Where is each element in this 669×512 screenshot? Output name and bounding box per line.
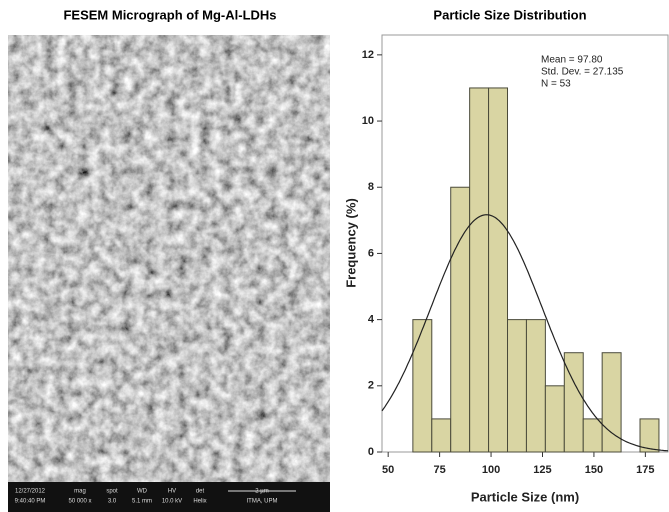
info-bar-text: 12/27/2012 9:40:40 PM mag 50 000 x spot 3.0 WD…: [15, 489, 296, 505]
x-axis-label: Particle Size (nm): [471, 489, 579, 504]
info-text: 2 µm: [255, 489, 268, 495]
y-tick-label: 4: [368, 314, 375, 326]
x-tick-label: 75: [433, 464, 445, 476]
x-tick-label: 125: [533, 464, 551, 476]
x-tick-label: 150: [585, 464, 603, 476]
stat-annotation: Std. Dev. = 27.135: [541, 67, 624, 78]
info-text: 50 000 x: [68, 499, 91, 505]
normal-curve: [381, 214, 669, 452]
bar: [488, 87, 509, 453]
bar: [563, 352, 584, 453]
chart-title: Particle Size Distribution: [433, 7, 586, 22]
y-tick-label: 10: [362, 115, 374, 127]
info-text: spot: [106, 489, 118, 495]
plot: 0 2 4 6 8 10 12 50 75 100 125 150 175 Mean = 97.80Std…: [362, 49, 669, 476]
bar: [450, 186, 471, 453]
bar: [544, 385, 565, 453]
bar: [412, 319, 433, 453]
info-text: 10.0 kV: [162, 499, 182, 505]
stat-annotation: N = 53: [541, 79, 571, 90]
info-text: 3.0: [108, 499, 117, 505]
bar: [469, 87, 490, 453]
info-text: 12/27/2012: [15, 489, 46, 495]
y-tick-label: 8: [368, 181, 374, 193]
info-text: ITMA, UPM: [247, 499, 278, 505]
bar: [525, 319, 546, 453]
info-text: det: [196, 489, 205, 495]
info-text: Helix: [193, 499, 206, 505]
bar: [601, 352, 622, 453]
x-tick-label: 50: [382, 464, 394, 476]
bar: [582, 418, 603, 453]
y-tick-label: 2: [368, 380, 374, 392]
info-text: 9:40:40 PM: [15, 499, 46, 505]
bar: [507, 319, 527, 453]
micrograph-title: FESEM Micrograph of Mg-Al-LDHs: [63, 7, 276, 22]
info-bar: [8, 482, 330, 512]
y-tick-label: 6: [368, 247, 374, 259]
info-text: 5.1 mm: [132, 499, 152, 505]
stat-annotation: Mean = 97.80: [541, 55, 603, 66]
info-text: WD: [137, 489, 148, 495]
x-tick-label: 100: [482, 464, 500, 476]
x-tick-label: 175: [636, 464, 654, 476]
micrograph-image: [8, 35, 330, 482]
y-tick-label: 12: [362, 49, 374, 61]
info-text: mag: [74, 489, 86, 495]
info-text: HV: [168, 489, 176, 495]
y-tick-label: 0: [368, 446, 374, 458]
bar: [639, 418, 660, 453]
y-axis-label: Frequency (%): [343, 198, 358, 288]
bar: [431, 418, 452, 453]
